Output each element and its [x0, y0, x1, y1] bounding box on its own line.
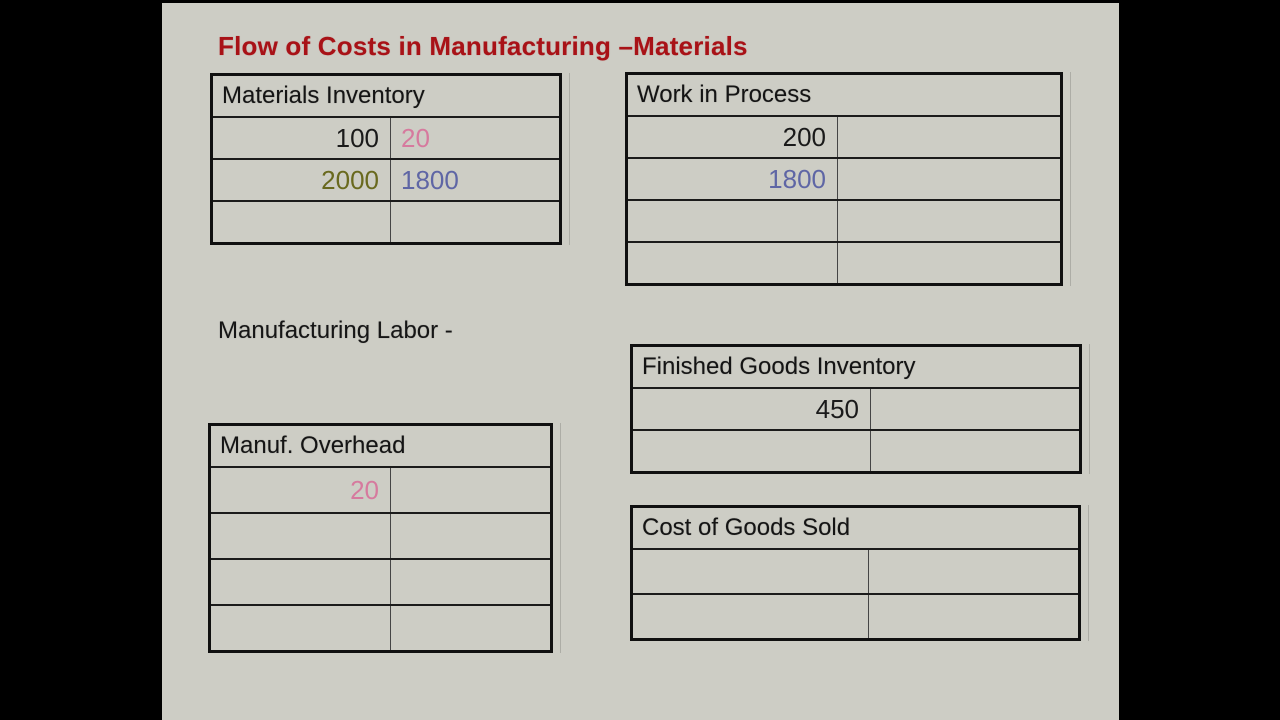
credit-cell [391, 514, 550, 558]
account-row [211, 558, 550, 604]
credit-cell [871, 431, 1079, 471]
debit-cell: 2000 [213, 160, 391, 200]
debit-cell [628, 201, 838, 241]
account-row: 2000 1800 [213, 158, 559, 200]
taccount-manufacturing-overhead: Manuf. Overhead 20 [208, 423, 561, 653]
credit-cell [391, 468, 550, 512]
debit-cell [633, 431, 871, 471]
credit-cell: 1800 [401, 165, 459, 195]
taccount-work-in-process: Work in Process 200 1800 [625, 72, 1071, 286]
credit-cell [869, 550, 1078, 593]
account-title: Work in Process [637, 81, 812, 108]
debit-cell [211, 514, 391, 558]
credit-cell [869, 595, 1078, 638]
account-row [213, 200, 559, 242]
taccount-finished-goods-inventory: Finished Goods Inventory 450 [630, 344, 1090, 474]
account-row [628, 199, 1060, 241]
debit-cell: 100 [213, 118, 391, 158]
debit-cell [211, 606, 391, 650]
account-row [633, 429, 1079, 471]
account-title: Cost of Goods Sold [642, 514, 851, 541]
debit-cell: 20 [211, 468, 391, 512]
credit-cell [871, 389, 1079, 429]
account-row: 450 [633, 387, 1079, 429]
taccount-materials-inventory: Materials Inventory 100 20 2000 1800 [210, 73, 570, 245]
account-row [633, 548, 1078, 593]
account-row: 20 [211, 466, 550, 512]
account-title: Manuf. Overhead [220, 432, 406, 459]
debit-cell: 200 [628, 117, 838, 157]
debit-cell [633, 550, 869, 593]
credit-cell [838, 117, 1060, 157]
account-row [211, 604, 550, 650]
credit-cell [391, 606, 550, 650]
account-row [211, 512, 550, 558]
taccount-cost-of-goods-sold: Cost of Goods Sold [630, 505, 1089, 641]
account-row [628, 241, 1060, 283]
account-row: 100 20 [213, 116, 559, 158]
debit-cell [211, 560, 391, 604]
credit-cell [838, 243, 1060, 283]
account-row [633, 593, 1078, 638]
credit-cell [838, 159, 1060, 199]
account-title: Materials Inventory [222, 82, 425, 109]
debit-cell [633, 595, 869, 638]
credit-cell [391, 560, 550, 604]
credit-cell: 20 [401, 123, 430, 153]
credit-cell [391, 202, 559, 242]
slide-title: Flow of Costs in Manufacturing –Material… [218, 31, 748, 61]
account-row: 200 [628, 115, 1060, 157]
account-row: 1800 [628, 157, 1060, 199]
debit-cell [213, 202, 391, 242]
manufacturing-labor-label: Manufacturing Labor - [218, 317, 453, 344]
account-title: Finished Goods Inventory [642, 353, 916, 380]
debit-cell [628, 243, 838, 283]
slide: Flow of Costs in Manufacturing –Material… [162, 3, 1119, 720]
debit-cell: 1800 [628, 159, 838, 199]
debit-cell: 450 [633, 389, 871, 429]
credit-cell [838, 201, 1060, 241]
